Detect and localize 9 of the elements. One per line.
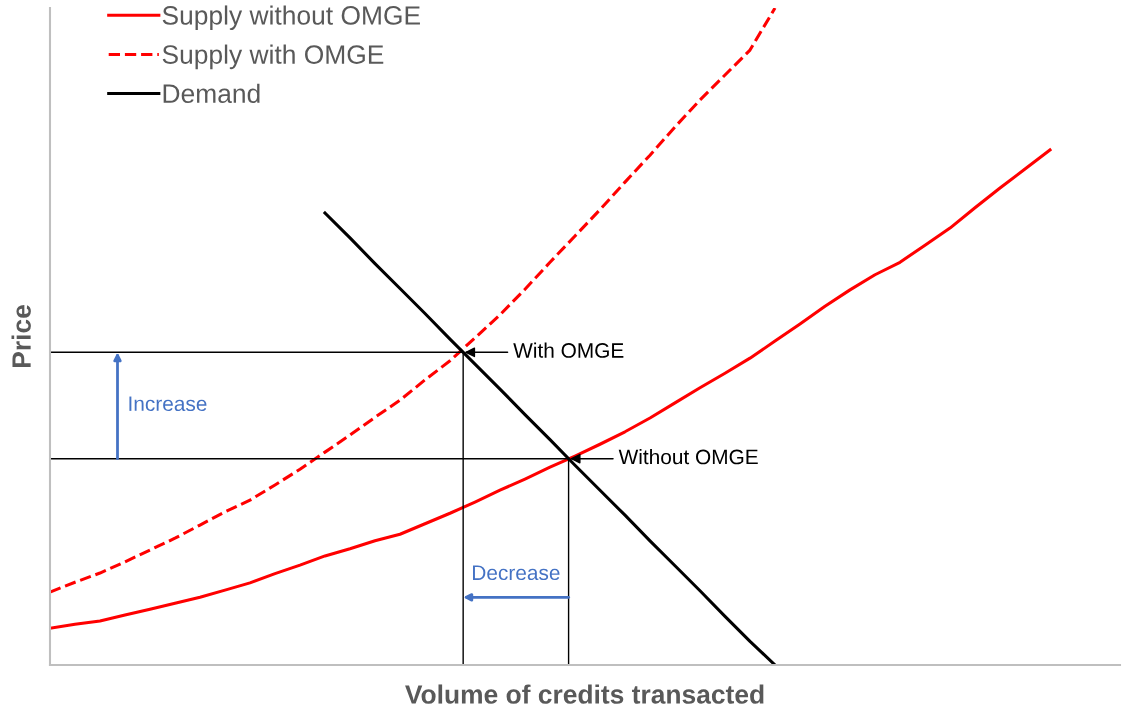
annotation: Decrease (473, 565, 560, 581)
annotation: Without OMGE (618, 448, 758, 465)
legend-label: Supply with OMGE (162, 44, 384, 70)
y-axis-title: Price (11, 305, 31, 368)
legend-label: Supply without OMGE (162, 5, 420, 31)
legend-label: Demand (163, 83, 260, 104)
x-axis-title: Volume of credits transacted (405, 684, 764, 704)
annotation: Increase (129, 396, 207, 412)
annotation: With OMGE (513, 342, 624, 358)
